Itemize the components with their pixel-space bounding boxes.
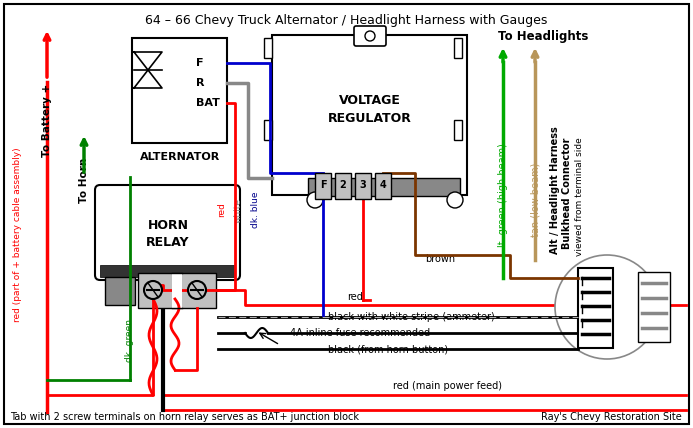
Bar — [315, 173, 331, 199]
Text: REGULATOR: REGULATOR — [328, 112, 412, 125]
Text: brown: brown — [425, 254, 455, 264]
Text: VOLTAGE: VOLTAGE — [339, 93, 401, 107]
Bar — [375, 173, 391, 199]
Text: BAT: BAT — [196, 98, 220, 108]
Text: red (part of + battery cable assembly): red (part of + battery cable assembly) — [13, 148, 22, 322]
Bar — [264, 38, 272, 58]
Circle shape — [447, 192, 463, 208]
Text: tan (low beam): tan (low beam) — [530, 163, 540, 237]
Text: R: R — [196, 78, 204, 88]
Bar — [105, 277, 135, 305]
FancyBboxPatch shape — [95, 185, 240, 280]
Text: black (from horn button): black (from horn button) — [328, 344, 448, 354]
Text: 2: 2 — [340, 180, 346, 190]
Circle shape — [188, 281, 206, 299]
Text: viewed from terminal side: viewed from terminal side — [574, 138, 584, 256]
Text: 4A inline fuse recommended: 4A inline fuse recommended — [290, 328, 430, 338]
Text: red: red — [218, 202, 227, 217]
Text: Bulkhead Connector: Bulkhead Connector — [562, 137, 572, 249]
Text: dk. green: dk. green — [125, 318, 134, 362]
Bar — [355, 173, 371, 199]
Text: F: F — [196, 58, 204, 68]
Bar — [454, 120, 462, 140]
FancyBboxPatch shape — [354, 26, 386, 46]
Circle shape — [144, 281, 162, 299]
Bar — [308, 178, 460, 196]
Bar — [138, 273, 216, 308]
Text: black with white stripe (ammeter): black with white stripe (ammeter) — [328, 312, 495, 322]
Text: Tab with 2 screw terminals on horn relay serves as BAT+ junction block: Tab with 2 screw terminals on horn relay… — [10, 412, 359, 422]
Text: 64 – 66 Chevy Truck Alternator / Headlight Harness with Gauges: 64 – 66 Chevy Truck Alternator / Headlig… — [145, 14, 547, 27]
Text: red (main power feed): red (main power feed) — [393, 381, 502, 391]
Text: 4: 4 — [380, 180, 387, 190]
Bar — [272, 35, 467, 195]
Text: RELAY: RELAY — [146, 235, 190, 249]
Bar — [132, 38, 227, 143]
Circle shape — [365, 31, 375, 41]
Bar — [335, 173, 351, 199]
Text: dk. blue: dk. blue — [250, 192, 259, 228]
Text: Ray's Chevy Restoration Site: Ray's Chevy Restoration Site — [541, 412, 682, 422]
Text: 3: 3 — [360, 180, 367, 190]
Text: F: F — [319, 180, 326, 190]
Text: red: red — [347, 292, 363, 302]
Bar — [100, 265, 235, 277]
Circle shape — [307, 192, 323, 208]
Text: To Horn: To Horn — [79, 158, 89, 202]
Text: ALTERNATOR: ALTERNATOR — [140, 152, 220, 162]
Bar — [454, 38, 462, 58]
Text: Alt / Headlight Harness: Alt / Headlight Harness — [550, 126, 560, 254]
Bar — [578, 268, 613, 348]
Text: HORN: HORN — [148, 219, 188, 232]
Bar — [264, 120, 272, 140]
Circle shape — [555, 255, 659, 359]
Text: lt. green (high beam): lt. green (high beam) — [498, 143, 508, 247]
Text: To Battery +: To Battery + — [42, 83, 52, 157]
Bar — [638, 272, 670, 342]
Bar — [172, 273, 182, 308]
Text: white: white — [234, 197, 243, 223]
Text: To Headlights: To Headlights — [498, 30, 588, 42]
